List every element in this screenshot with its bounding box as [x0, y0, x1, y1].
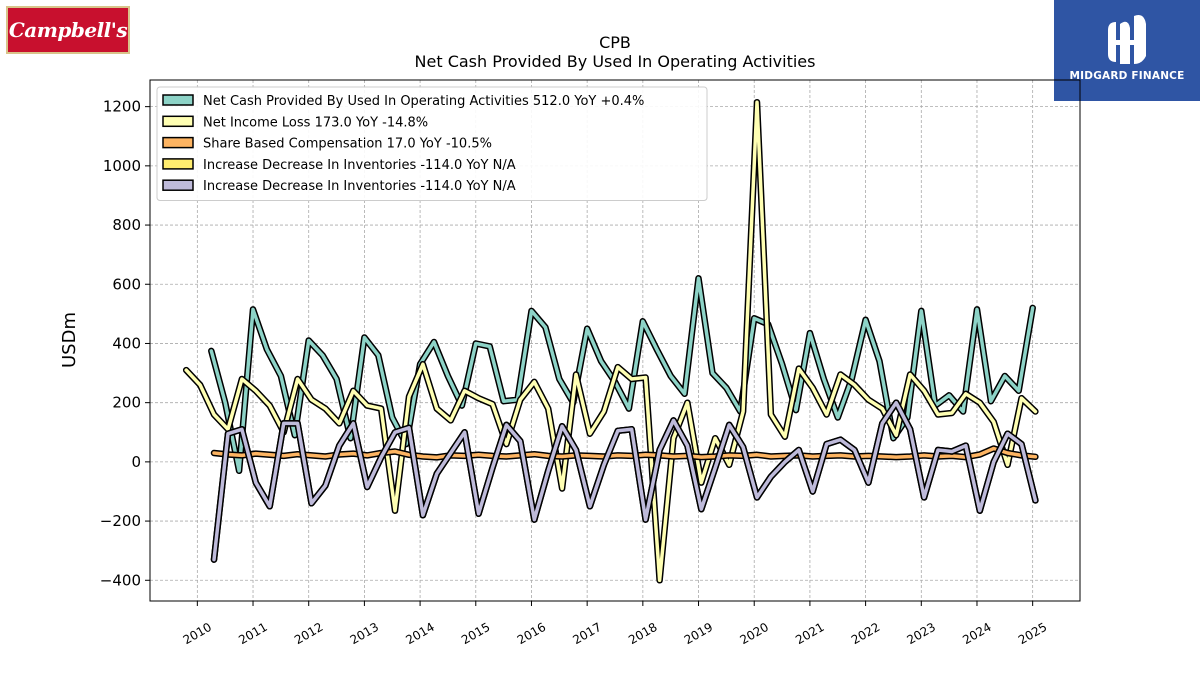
- x-tick-label: 2014: [403, 620, 436, 647]
- campbells-logo-text: Campbell's: [8, 18, 128, 42]
- y-tick-label: −200: [100, 512, 141, 530]
- series-line-2: [212, 446, 1038, 460]
- legend-label: Net Cash Provided By Used In Operating A…: [203, 94, 644, 109]
- y-tick-label: 0: [131, 453, 141, 471]
- legend-swatch: [162, 115, 194, 128]
- y-tick-label: 1000: [103, 157, 141, 175]
- legend-label: Increase Decrease In Inventories -114.0 …: [203, 179, 516, 194]
- legend-label: Net Income Loss 173.0 YoY -14.8%: [203, 115, 428, 130]
- chart-subtitle: Net Cash Provided By Used In Operating A…: [414, 52, 816, 71]
- series-line-1: [184, 100, 1038, 583]
- series-1: [182, 98, 1039, 584]
- x-tick-label: 2024: [960, 620, 993, 647]
- chart-title: CPB: [599, 33, 631, 52]
- x-tick-label: 2016: [515, 620, 548, 647]
- legend-swatch: [162, 136, 194, 149]
- y-axis-label: USDm: [59, 312, 80, 368]
- x-tick-label: 2010: [181, 620, 214, 647]
- x-tick-label: 2011: [236, 620, 269, 647]
- midgard-logo-text: MIDGARD FINANCE: [1069, 70, 1185, 82]
- campbells-logo: Campbell's: [6, 6, 130, 54]
- x-tick-label: 2012: [292, 620, 325, 647]
- x-tick-label: 2020: [737, 620, 770, 647]
- midgard-finance-logo: MIDGARD FINANCE: [1054, 0, 1200, 101]
- x-tick-label: 2015: [459, 620, 492, 647]
- x-tick-label: 2021: [793, 620, 826, 647]
- legend-label: Increase Decrease In Inventories -114.0 …: [203, 158, 516, 173]
- midgard-mark-icon: [1108, 15, 1146, 64]
- legend-box: [156, 86, 708, 201]
- y-tick-label: 400: [112, 334, 141, 352]
- x-tick-label: 2013: [348, 620, 381, 647]
- y-tick-label: 1200: [103, 98, 141, 116]
- series-3: [210, 399, 1039, 563]
- x-tick-label: 2019: [682, 620, 715, 647]
- y-tick-label: 200: [112, 394, 141, 412]
- x-tick-label: 2023: [905, 620, 938, 647]
- legend-label: Share Based Compensation 17.0 YoY -10.5%: [203, 137, 492, 152]
- series-4: [210, 399, 1039, 563]
- x-tick-label: 2022: [849, 620, 882, 647]
- x-tick-label: 2017: [570, 620, 603, 647]
- legend-swatch: [162, 179, 194, 191]
- legend-swatch: [162, 158, 194, 170]
- y-tick-label: −400: [100, 571, 141, 589]
- x-tick-label: 2025: [1016, 620, 1049, 647]
- y-tick-label: 600: [112, 275, 141, 293]
- series-2: [210, 445, 1039, 461]
- series-line-4: [212, 400, 1038, 562]
- series-outline-4: [210, 399, 1039, 563]
- y-tick-label: 800: [112, 216, 141, 234]
- x-tick-label: 2018: [626, 620, 659, 647]
- legend-swatch: [162, 94, 194, 106]
- plot-frame: [149, 79, 1081, 602]
- series-line-3: [212, 400, 1038, 562]
- series-outline-3: [210, 399, 1039, 563]
